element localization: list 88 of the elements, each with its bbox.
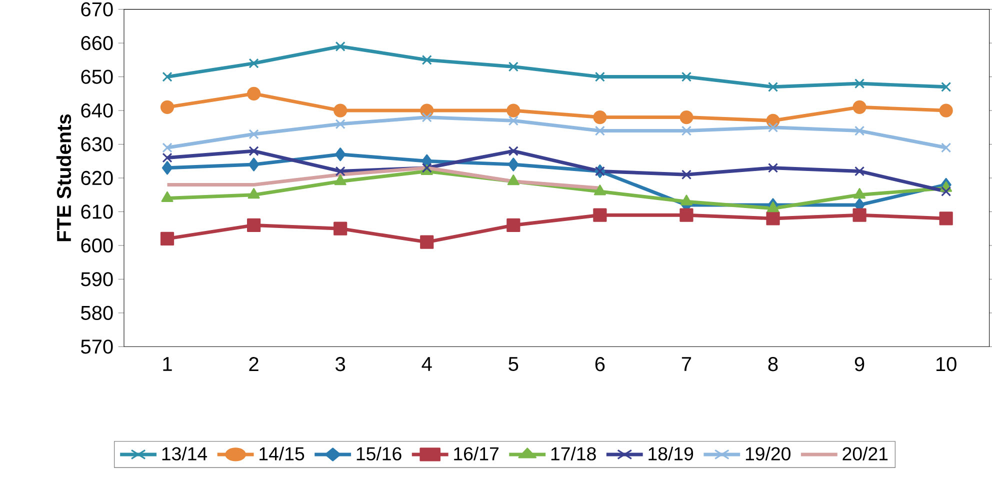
x-tick-label: 9 (854, 356, 864, 372)
point (422, 54, 432, 65)
point (854, 78, 865, 88)
point (247, 218, 261, 232)
point (594, 184, 606, 196)
y-tick-label: 570 (81, 339, 113, 354)
point (768, 122, 778, 132)
x-tick-label: 8 (768, 356, 778, 372)
point (162, 152, 172, 163)
point (422, 112, 432, 122)
x-tick-label: 4 (422, 356, 432, 371)
point (767, 201, 780, 212)
point (852, 100, 866, 114)
y-tick-label: 580 (81, 306, 113, 320)
x-tick-label: 6 (595, 356, 605, 372)
y-tick-label: 650 (81, 70, 113, 84)
point (680, 110, 694, 124)
point (941, 142, 952, 153)
point (681, 126, 692, 136)
x-tick-label: 1 (163, 356, 172, 371)
point (334, 222, 348, 236)
x-tick-label: 5 (508, 356, 518, 371)
point (508, 158, 519, 172)
point (854, 188, 866, 199)
point (941, 82, 952, 92)
point (162, 72, 172, 82)
point (335, 118, 346, 129)
point (768, 82, 778, 92)
point (334, 174, 346, 186)
point (248, 158, 260, 172)
legend-label: 20/21 (842, 446, 888, 460)
point (248, 128, 259, 140)
point (160, 100, 174, 114)
point (334, 104, 348, 118)
y-tick-label: 600 (81, 238, 113, 252)
point (594, 126, 605, 136)
y-tick-label: 590 (81, 272, 113, 286)
point (854, 126, 865, 136)
point (939, 212, 953, 226)
y-tick-label: 670 (81, 2, 113, 16)
x-tick-label: 7 (682, 356, 692, 371)
point (768, 162, 778, 173)
point (681, 169, 692, 180)
point (335, 147, 346, 162)
legend-label: 15/16 (356, 446, 402, 460)
legend-label: 19/20 (746, 446, 790, 460)
point (248, 188, 260, 199)
point (247, 86, 261, 100)
point (335, 166, 346, 176)
point (248, 58, 259, 68)
y-tick-label: 610 (81, 204, 113, 219)
point (680, 194, 692, 206)
point (681, 72, 692, 82)
point (594, 72, 605, 82)
point (941, 186, 952, 196)
y-tick-label: 620 (81, 170, 113, 185)
point (506, 218, 520, 232)
point (507, 174, 520, 186)
y-tick-label: 640 (81, 103, 113, 118)
point (160, 232, 174, 246)
point (162, 142, 172, 153)
point (248, 146, 259, 156)
point (161, 191, 174, 202)
y-tick-label: 630 (81, 137, 113, 152)
point (852, 208, 866, 222)
point (420, 235, 434, 249)
point (593, 110, 607, 124)
x-tick-label: 10 (936, 356, 956, 372)
point (593, 208, 607, 222)
legend-label: 17/18 (551, 446, 596, 460)
point (508, 61, 518, 72)
point (335, 41, 346, 52)
legend-label: 13/14 (162, 446, 208, 460)
legend-label: 16/17 (454, 446, 498, 460)
point (680, 208, 694, 222)
point (939, 104, 953, 118)
point (508, 146, 518, 156)
y-axis-title: FTE Students (56, 114, 72, 241)
y-tick-label: 660 (81, 36, 113, 50)
point (508, 115, 518, 126)
point (766, 212, 780, 226)
legend-label: 18/19 (648, 446, 694, 460)
point (162, 160, 173, 175)
point (506, 104, 520, 118)
x-tick-label: 3 (336, 356, 346, 372)
legend-label: 14/15 (260, 446, 304, 460)
x-tick-label: 2 (249, 356, 258, 371)
point (854, 166, 865, 176)
